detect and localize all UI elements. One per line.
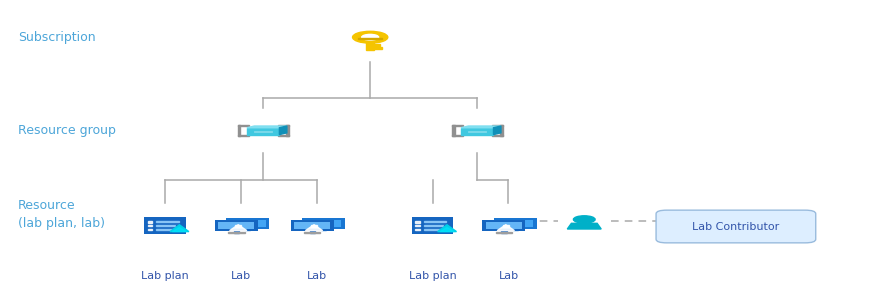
Polygon shape [493, 126, 501, 135]
Bar [237, 125, 241, 136]
Bar [277, 135, 289, 136]
Bar [424, 221, 446, 222]
Text: Lab: Lab [231, 271, 251, 281]
Bar [176, 225, 183, 228]
Circle shape [362, 34, 378, 40]
Bar [424, 225, 446, 226]
FancyBboxPatch shape [486, 222, 522, 230]
Text: Subscription: Subscription [18, 31, 95, 44]
Bar [452, 125, 455, 136]
FancyBboxPatch shape [497, 220, 533, 227]
Bar [245, 229, 250, 230]
Polygon shape [461, 128, 493, 135]
Bar [148, 225, 153, 226]
Bar [452, 135, 463, 136]
Polygon shape [279, 126, 287, 135]
Bar [375, 47, 382, 49]
Polygon shape [461, 126, 501, 128]
Bar [501, 231, 507, 233]
Bar [148, 221, 153, 223]
Polygon shape [172, 227, 186, 232]
Bar [416, 225, 420, 226]
Bar [148, 229, 153, 230]
Text: Lab plan: Lab plan [409, 271, 457, 281]
Polygon shape [438, 225, 457, 232]
Bar [375, 44, 380, 46]
Bar [366, 42, 375, 50]
Bar [285, 125, 289, 136]
Bar [237, 135, 249, 136]
Bar [237, 125, 249, 126]
FancyBboxPatch shape [229, 220, 266, 227]
Polygon shape [229, 225, 247, 231]
Bar [156, 229, 178, 230]
Bar [310, 231, 315, 233]
Text: Resource
(lab plan, lab): Resource (lab plan, lab) [18, 199, 105, 230]
Polygon shape [567, 223, 601, 229]
Bar [304, 232, 320, 233]
Bar [311, 225, 317, 227]
Polygon shape [440, 227, 454, 232]
Polygon shape [170, 225, 189, 232]
FancyBboxPatch shape [305, 220, 342, 227]
FancyBboxPatch shape [215, 220, 258, 231]
Bar [500, 125, 503, 136]
Bar [234, 231, 239, 233]
Circle shape [352, 31, 388, 43]
Bar [491, 135, 503, 136]
Polygon shape [497, 225, 515, 231]
Bar [503, 225, 508, 227]
FancyBboxPatch shape [219, 222, 254, 230]
Text: Resource group: Resource group [18, 124, 116, 137]
Polygon shape [305, 225, 323, 231]
Polygon shape [247, 126, 287, 128]
Text: Lab plan: Lab plan [141, 271, 189, 281]
Polygon shape [247, 128, 279, 135]
Bar [416, 229, 420, 230]
Bar [424, 229, 446, 230]
FancyBboxPatch shape [656, 210, 815, 243]
FancyBboxPatch shape [291, 220, 334, 231]
Text: Lab: Lab [499, 271, 518, 281]
FancyBboxPatch shape [294, 222, 330, 230]
Bar [156, 221, 178, 222]
Bar [359, 38, 382, 39]
Bar [235, 225, 241, 227]
Text: Lab Contributor: Lab Contributor [692, 221, 780, 232]
FancyBboxPatch shape [483, 220, 525, 231]
Text: Lab: Lab [307, 271, 326, 281]
Bar [228, 232, 244, 233]
Bar [443, 225, 450, 228]
Bar [321, 229, 326, 230]
Bar [416, 221, 420, 223]
FancyBboxPatch shape [412, 218, 453, 234]
Bar [277, 125, 289, 126]
Bar [156, 225, 178, 226]
Bar [452, 125, 463, 126]
FancyBboxPatch shape [493, 218, 537, 229]
FancyBboxPatch shape [226, 218, 269, 229]
Bar [496, 232, 512, 233]
Bar [491, 125, 503, 126]
FancyBboxPatch shape [145, 218, 186, 234]
Bar [513, 229, 517, 230]
Circle shape [574, 216, 595, 223]
FancyBboxPatch shape [301, 218, 345, 229]
